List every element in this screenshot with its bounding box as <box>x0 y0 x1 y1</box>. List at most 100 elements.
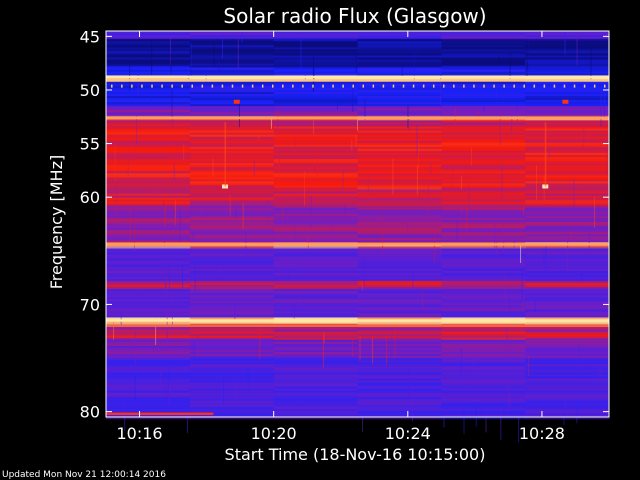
texture-strip <box>273 280 358 284</box>
texture-speckle <box>270 119 272 129</box>
texture-strip <box>525 297 610 300</box>
texture-strip <box>106 197 191 200</box>
texture-speckle <box>509 393 511 408</box>
texture-strip <box>357 347 442 351</box>
texture-strip <box>441 177 526 180</box>
texture-strip <box>357 272 442 276</box>
texture-strip <box>525 412 610 416</box>
texture-strip <box>525 130 610 133</box>
texture-strip <box>441 203 526 207</box>
texture-strip <box>357 83 442 87</box>
texture-strip <box>273 236 358 239</box>
texture-strip <box>357 43 442 46</box>
texture-strip <box>525 398 610 402</box>
texture-strip <box>525 317 610 320</box>
texture-strip <box>189 382 275 385</box>
texture-strip <box>273 83 358 87</box>
texture-strip <box>106 104 191 107</box>
texture-strip <box>106 335 191 339</box>
texture-strip <box>273 69 358 72</box>
burst-trail <box>224 122 227 187</box>
texture-strip <box>525 183 610 186</box>
texture-strip <box>525 77 610 81</box>
line-marker <box>593 84 596 88</box>
texture-strip <box>273 333 358 337</box>
texture-strip <box>357 321 442 324</box>
texture-strip <box>441 230 526 233</box>
texture-strip <box>525 380 610 383</box>
texture-strip <box>357 136 442 139</box>
texture-strip <box>441 211 526 215</box>
line-marker <box>483 84 485 88</box>
texture-strip <box>441 234 526 237</box>
texture-strip <box>357 181 442 184</box>
texture-strip <box>357 339 442 343</box>
texture-strip <box>189 260 275 263</box>
texture-strip <box>357 256 442 259</box>
texture-strip <box>106 73 191 76</box>
texture-speckle <box>496 239 498 256</box>
texture-strip <box>525 358 610 361</box>
texture-strip <box>441 402 526 406</box>
texture-strip <box>357 301 442 304</box>
texture-strip <box>441 258 526 261</box>
texture-strip <box>357 158 442 162</box>
texture-strip <box>525 345 610 349</box>
texture-strip <box>189 55 275 58</box>
texture-speckle <box>212 158 214 178</box>
texture-strip <box>189 321 275 324</box>
texture-strip <box>273 360 358 363</box>
texture-strip <box>525 134 610 137</box>
texture-strip <box>357 114 442 117</box>
texture-speckle <box>187 67 189 80</box>
emission-line <box>106 79 609 82</box>
texture-strip <box>189 404 275 408</box>
texture-speckle <box>174 199 176 226</box>
texture-strip <box>273 392 358 395</box>
texture-strip <box>525 158 610 162</box>
texture-strip <box>525 193 610 196</box>
texture-strip <box>106 372 191 375</box>
texture-strip <box>441 311 526 314</box>
texture-strip <box>357 360 442 363</box>
texture-strip <box>273 71 358 74</box>
texture-speckle <box>428 184 430 215</box>
texture-strip <box>189 136 275 139</box>
texture-strip <box>189 219 275 223</box>
texture-speckle <box>468 190 470 208</box>
texture-speckle <box>293 299 295 319</box>
texture-strip <box>357 230 442 233</box>
texture-strip <box>525 203 610 207</box>
texture-strip <box>273 207 358 211</box>
texture-strip <box>106 205 191 209</box>
texture-speckle <box>496 88 498 100</box>
texture-strip <box>357 390 442 393</box>
texture-speckle <box>192 232 194 240</box>
texture-strip <box>525 89 610 93</box>
texture-strip <box>189 77 275 81</box>
plot-frame <box>105 30 610 418</box>
texture-strip <box>273 396 358 400</box>
line-marker <box>463 84 465 88</box>
texture-strip <box>273 120 358 123</box>
texture-strip <box>357 236 442 239</box>
texture-speckle <box>494 222 496 250</box>
texture-strip <box>189 400 275 404</box>
texture-strip <box>357 248 442 251</box>
texture-strip <box>441 148 526 152</box>
texture-strip <box>189 120 275 123</box>
texture-strip <box>189 126 275 129</box>
texture-strip <box>357 289 442 292</box>
texture-strip <box>189 187 275 190</box>
texture-strip <box>189 349 275 353</box>
texture-strip <box>106 81 191 85</box>
texture-strip <box>189 360 275 363</box>
texture-speckle <box>197 335 199 358</box>
texture-strip <box>273 73 358 76</box>
texture-strip <box>106 57 191 60</box>
texture-strip <box>189 354 275 357</box>
texture-speckle <box>534 301 536 313</box>
texture-strip <box>525 406 610 410</box>
texture-strip <box>106 187 191 190</box>
texture-speckle <box>522 300 524 310</box>
